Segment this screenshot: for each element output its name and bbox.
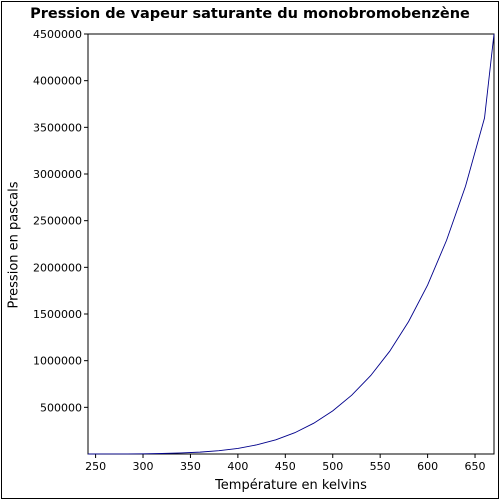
y-tick-label: 4500000	[33, 28, 82, 41]
y-tick-label: 3500000	[33, 121, 82, 134]
x-tick-label: 300	[133, 460, 154, 473]
y-tick-label: 3000000	[33, 168, 82, 181]
y-tick-label: 2000000	[33, 261, 82, 274]
y-tick-label: 4000000	[33, 75, 82, 88]
y-tick-label: 2500000	[33, 215, 82, 228]
x-tick-label: 350	[180, 460, 201, 473]
y-tick-label: 1500000	[33, 308, 82, 321]
chart-title: Pression de vapeur saturante du monobrom…	[30, 6, 470, 22]
x-tick-label: 600	[417, 460, 438, 473]
x-tick-label: 400	[227, 460, 248, 473]
x-tick-label: 550	[370, 460, 391, 473]
x-axis-label: Température en kelvins	[215, 478, 367, 493]
y-tick-label: 500000	[40, 401, 82, 414]
x-tick-label: 650	[465, 460, 486, 473]
y-tick-label: 1000000	[33, 355, 82, 368]
x-tick-label: 450	[275, 460, 296, 473]
series-line	[87, 33, 495, 455]
x-tick-label: 250	[85, 460, 106, 473]
plot-area	[87, 33, 495, 455]
x-tick-label: 500	[322, 460, 343, 473]
